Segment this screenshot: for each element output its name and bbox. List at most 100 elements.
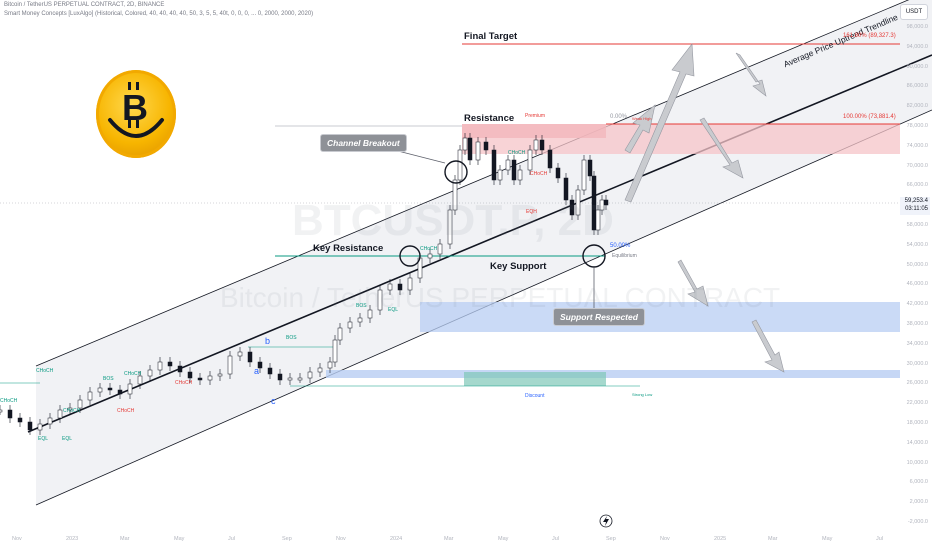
bos-label-3: BOS <box>356 303 367 309</box>
premium-label: Premium <box>525 113 546 119</box>
time-tick: May <box>822 536 833 542</box>
candle-body <box>475 141 481 161</box>
candle-body <box>77 399 83 409</box>
candle-body <box>533 139 539 151</box>
candle-body <box>337 327 343 341</box>
price-tick: 34,000.0 <box>906 340 928 347</box>
price-candles[interactable] <box>0 133 609 435</box>
wave-c-label: c <box>271 396 276 406</box>
candle-body <box>452 179 458 211</box>
candle-body <box>207 375 213 381</box>
choch-label-6: CHoCH <box>0 398 18 404</box>
channel-upper-line[interactable] <box>35 0 932 367</box>
candle-body <box>587 159 593 177</box>
choch-label-8: CHoCH <box>530 171 548 177</box>
time-tick: Jul <box>552 536 560 542</box>
breakout-circle[interactable] <box>444 160 468 184</box>
key-resistance-circle[interactable] <box>399 245 421 267</box>
current-price-value: 59,253.4 <box>904 198 928 204</box>
price-tick: 54,000.0 <box>906 241 928 248</box>
candle-body <box>187 371 193 379</box>
price-tick: 46,000.0 <box>906 281 928 288</box>
candle-body <box>27 421 33 431</box>
fib-50-label: 50.00% <box>610 243 631 249</box>
choch-label-4: CHoCH <box>63 408 81 414</box>
candle-body <box>539 139 545 151</box>
time-tick: Jul <box>228 536 236 542</box>
candle-body <box>527 149 533 171</box>
candle-body <box>157 361 163 371</box>
bitcoin-smiley-icon: B <box>96 70 176 158</box>
resistance-label: Resistance <box>464 113 515 124</box>
time-tick: 2025 <box>714 536 727 542</box>
price-tick: 74,000.0 <box>906 142 928 149</box>
candle-body <box>491 149 497 181</box>
candle-body <box>595 209 601 231</box>
key-resistance-label: Key Resistance <box>313 243 384 254</box>
candle-body <box>247 351 253 363</box>
eql-label-1: EQL <box>38 436 49 442</box>
currency-selector[interactable]: USDT <box>900 4 928 20</box>
time-tick: Nov <box>660 536 670 542</box>
choch-label-5: CHoCH <box>117 408 135 414</box>
price-tick: 82,000.0 <box>906 103 928 110</box>
candle-body <box>427 253 433 259</box>
candle-body <box>167 361 173 367</box>
bos-label-1: BOS <box>286 335 297 341</box>
lightning-icon[interactable] <box>599 514 613 528</box>
key-support-label: Key Support <box>490 261 547 272</box>
candle-body <box>447 209 453 245</box>
time-tick: 2024 <box>390 536 403 542</box>
support-zone-2 <box>326 370 900 378</box>
svg-text:B: B <box>122 87 148 128</box>
price-tick: 94,000.0 <box>906 43 928 50</box>
candle-body <box>177 365 183 373</box>
candle-body <box>227 355 233 375</box>
indicator-legend[interactable]: Smart Money Concepts [LuxAlgo] (Historic… <box>4 11 314 17</box>
candle-body <box>357 317 363 323</box>
price-tick: 66,000.0 <box>906 182 928 189</box>
candle-body <box>563 177 569 201</box>
choch-label-7: CHoCH <box>508 150 526 156</box>
watermark-name: Bitcoin / TetherUS PERPETUAL CONTRACT <box>220 282 781 313</box>
weak-high-label: Weak High <box>632 116 652 121</box>
choch-label-9: CHoCH <box>420 246 438 252</box>
support-respected-callout[interactable]: Support Respected <box>553 308 645 326</box>
candle-body <box>317 367 323 373</box>
candle-body <box>217 373 223 377</box>
eql-label-3: EQL <box>388 307 399 313</box>
candle-body <box>297 377 303 381</box>
eql-label-2: EQL <box>62 436 73 442</box>
time-tick: Mar <box>768 536 778 542</box>
discount-label: Discount <box>525 393 545 399</box>
candle-body <box>555 167 561 179</box>
bar-countdown: 03:11:05 <box>905 206 928 212</box>
time-tick: 2023 <box>66 536 79 542</box>
support-circle[interactable] <box>582 244 606 268</box>
candle-body <box>267 367 273 375</box>
price-tick: 42,000.0 <box>906 301 928 308</box>
candle-body <box>287 377 293 381</box>
equilibrium-label: Equilibrium <box>612 253 637 259</box>
time-tick: Sep <box>606 536 616 542</box>
premium-zone <box>462 124 606 138</box>
candle-body <box>462 137 468 151</box>
choch-label-2: CHoCH <box>124 371 142 377</box>
candle-body <box>505 159 511 171</box>
candle-body <box>457 149 463 181</box>
channel-breakout-callout[interactable]: Channel Breakout <box>320 134 407 152</box>
candle-body <box>147 369 153 377</box>
candle-body <box>575 189 581 216</box>
price-tick: 10,000.0 <box>906 459 928 466</box>
candle-body <box>367 309 373 319</box>
final-target-label: Final Target <box>464 31 518 42</box>
symbol-title: Bitcoin / TetherUS PERPETUAL CONTRACT, 2… <box>4 2 165 8</box>
breakout-pointer <box>393 149 446 164</box>
candle-body <box>511 159 517 181</box>
candle-body <box>47 417 53 425</box>
price-tick: 78,000.0 <box>906 123 928 129</box>
projection-arrows <box>624 43 785 373</box>
price-tick: 26,000.0 <box>906 380 928 387</box>
candle-body <box>277 373 283 381</box>
